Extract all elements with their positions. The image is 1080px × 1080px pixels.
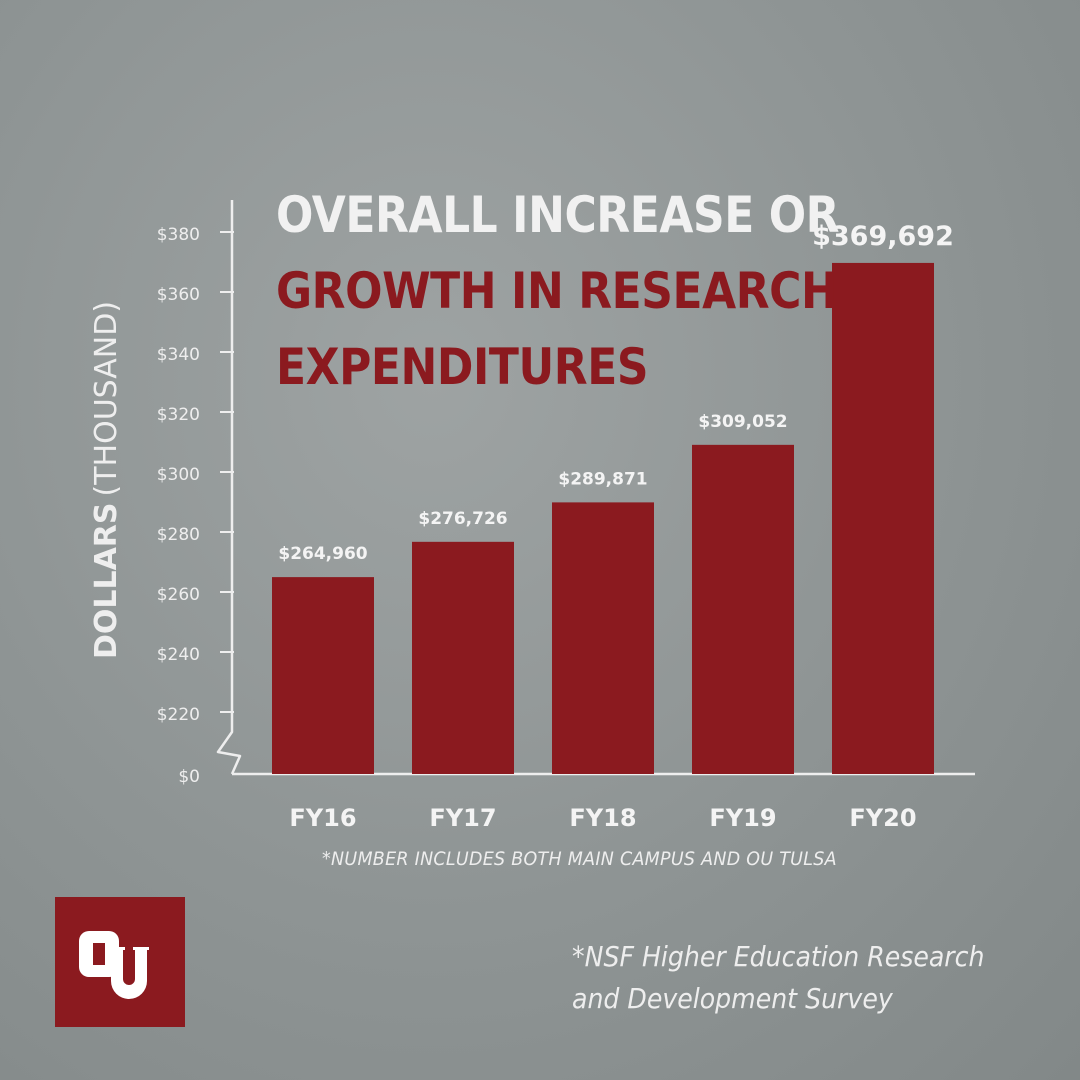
y-tick-label-4: $280: [157, 525, 200, 545]
value-label-fy19: $309,052: [698, 412, 787, 432]
source-footnote-line-1: *NSF Higher Education Research: [572, 940, 985, 973]
source-footnote: *NSF Higher Education Research and Devel…: [572, 936, 984, 1020]
value-label-fy16: $264,960: [278, 544, 367, 564]
y-axis-ticks: $0 $220 $240 $260 $280 $300 $320 $340 $360 $380: [157, 225, 234, 787]
y-tick-label-3: $260: [157, 585, 200, 605]
bar-fy19: [692, 444, 794, 774]
y-tick-label-0: $0: [178, 767, 200, 787]
y-axis-label: DOLLARS (THOUSAND): [89, 301, 124, 659]
bar-fy18: [552, 502, 654, 774]
y-tick-label-6: $320: [157, 405, 200, 425]
ou-logo: [55, 897, 185, 1027]
y-tick-label-8: $360: [157, 285, 200, 305]
y-tick-label-9: $380: [157, 225, 200, 245]
value-label-fy18: $289,871: [558, 469, 647, 489]
category-label-fy17: FY17: [429, 804, 496, 832]
y-tick-label-5: $300: [157, 465, 200, 485]
ou-logo-icon: [79, 931, 149, 999]
y-axis-line: [216, 200, 242, 775]
bar-fy17: [412, 541, 514, 774]
title-line-3: EXPENDITURES: [276, 338, 649, 396]
category-label-fy16: FY16: [289, 804, 356, 832]
y-tick-label-1: $220: [157, 705, 200, 725]
title-line-2: GROWTH IN RESEARCH: [276, 262, 838, 320]
y-tick-label-7: $340: [157, 345, 200, 365]
y-axis-label-light: (THOUSAND): [89, 301, 124, 497]
campus-footnote: *NUMBER INCLUDES BOTH MAIN CAMPUS AND OU…: [322, 848, 837, 870]
chart-labels: $264,960 FY16 $276,726 FY17 $289,871 FY18 $309…: [278, 221, 954, 832]
category-label-fy20: FY20: [849, 804, 916, 832]
bar-fy20: [832, 262, 934, 774]
chart-bars: [272, 262, 934, 774]
value-label-fy20: $369,692: [812, 221, 954, 252]
bar-fy16: [272, 577, 374, 774]
category-label-fy18: FY18: [569, 804, 636, 832]
category-label-fy19: FY19: [709, 804, 776, 832]
value-label-fy17: $276,726: [418, 509, 507, 529]
title-line-1: OVERALL INCREASE OR: [276, 186, 840, 244]
source-footnote-line-2: and Development Survey: [572, 982, 893, 1015]
y-tick-label-2: $240: [157, 645, 200, 665]
y-axis-label-bold: DOLLARS: [89, 502, 124, 659]
